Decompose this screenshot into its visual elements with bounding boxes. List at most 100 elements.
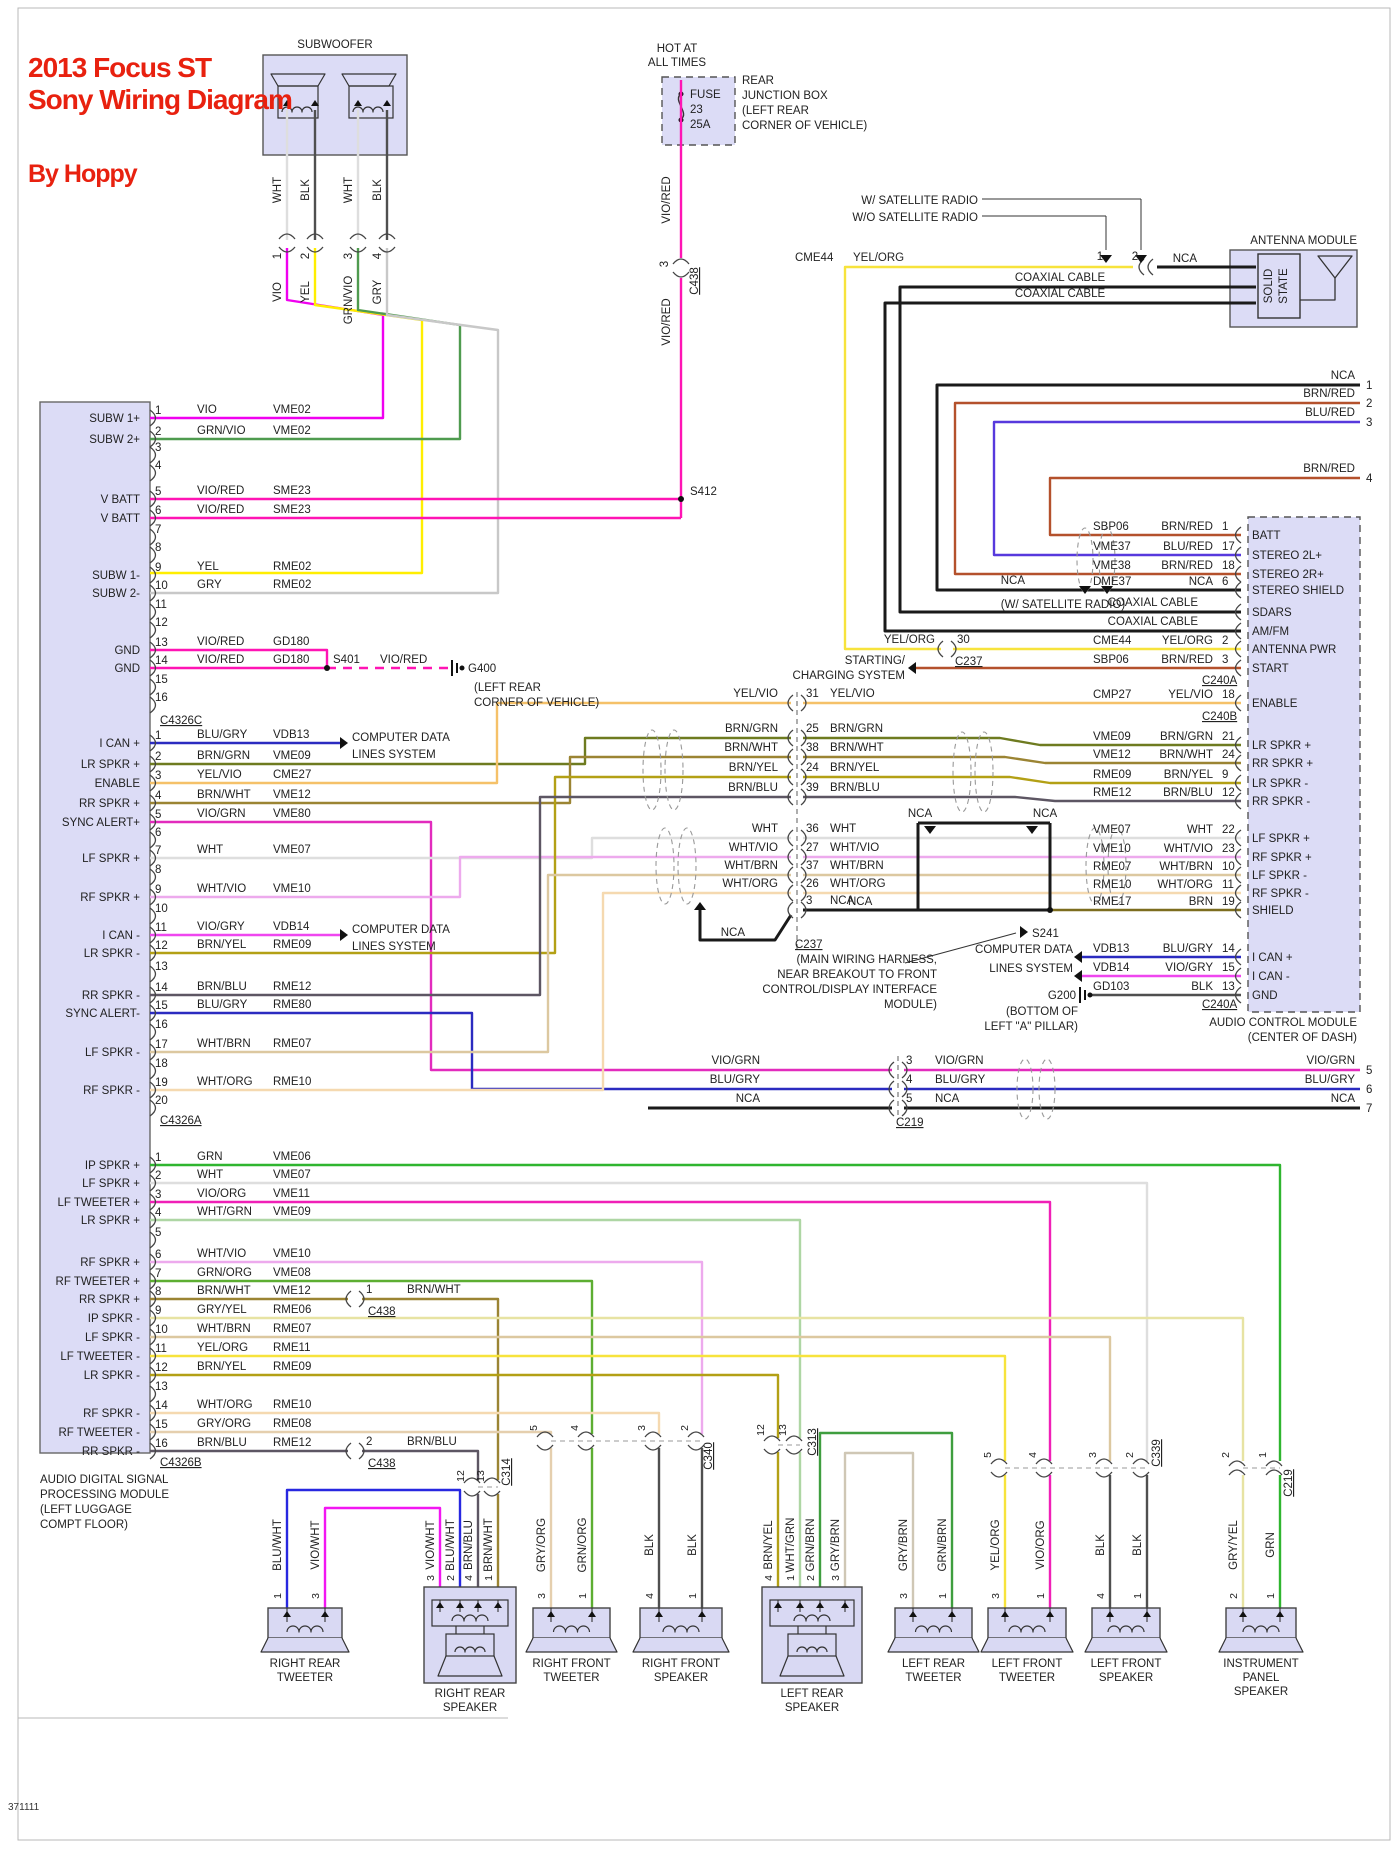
pin-arc	[1234, 694, 1242, 712]
wire-BRN-YEL	[803, 775, 1241, 785]
pin-arc	[149, 813, 157, 831]
signal-label: LF SPKR -	[85, 1332, 140, 1344]
wire-WHT	[150, 1181, 1149, 1461]
pin-arc	[1234, 967, 1242, 985]
solid-state-box	[1257, 253, 1301, 319]
connector-arc	[888, 1099, 895, 1117]
pin-number: 2	[445, 1575, 457, 1581]
signal-label: RF SPKR -	[83, 1085, 140, 1097]
note-label: NCA	[1331, 1093, 1356, 1105]
pin-number: 4	[155, 1207, 162, 1219]
pin-number: 36	[806, 823, 819, 835]
pin-arc	[149, 584, 157, 602]
module-caption: COMPT FLOOR)	[40, 1519, 128, 1531]
pin-arc	[1234, 986, 1242, 1004]
connector-label: C240A	[1202, 675, 1237, 687]
circuit-label: VME37	[1093, 541, 1131, 553]
coil	[451, 1614, 489, 1622]
wire-color-label: WHT/ORG	[830, 878, 886, 890]
pin-number: 17	[1222, 541, 1235, 553]
connector-arc	[672, 271, 690, 278]
signal-label: LR SPKR +	[81, 759, 140, 771]
pin-arc	[1234, 659, 1242, 677]
circuit-label: CME44	[1093, 635, 1132, 647]
pin-number: 19	[155, 1077, 168, 1089]
connector-arc	[358, 1290, 365, 1308]
note-label: VIO/RED	[661, 298, 673, 345]
pin-number: 9	[155, 1305, 161, 1317]
wire-color-label: BLU/GRY	[197, 729, 248, 741]
connector-arc	[787, 729, 794, 747]
connector-arc	[1228, 1469, 1246, 1476]
speaker-label: SPEAKER	[443, 1702, 497, 1714]
wire-color-label: GRY/ORG	[536, 1518, 548, 1572]
connector-label: C339	[1151, 1439, 1163, 1467]
pin-number: 1	[937, 1593, 949, 1599]
pin-arc	[149, 1404, 157, 1422]
connector-arc	[763, 1448, 781, 1455]
pin-number: 6	[155, 1249, 161, 1261]
pin-arc	[1234, 829, 1242, 847]
wire-NCA	[935, 383, 1360, 592]
wire-color-label: BRN/WHT	[197, 789, 251, 801]
note-label: VIO/RED	[661, 176, 673, 223]
pin-number: 1	[1035, 1593, 1047, 1599]
page-byline: By Hoppy	[28, 160, 138, 189]
pin-number: 4	[1027, 1452, 1039, 1458]
signal-label: LR SPKR +	[81, 1215, 140, 1227]
pin-arc	[149, 965, 157, 983]
signal-label: LR SPKR -	[1252, 778, 1308, 790]
wire-color-label: BLU/GRY	[197, 999, 248, 1011]
wire-color-label: BRN/BLU	[1163, 787, 1213, 799]
pin-number: 9	[155, 562, 161, 574]
page-title-line2: Sony Wiring Diagram	[28, 84, 293, 116]
circuit-label: VME09	[273, 1206, 311, 1218]
circuit-label: DME37	[1093, 576, 1131, 588]
note-label: SOLID	[1263, 269, 1275, 304]
wire-color-label: YEL/VIO	[830, 688, 875, 700]
note-label: C219	[896, 1117, 924, 1129]
pin-number: 15	[155, 1419, 168, 1431]
arrowhead	[774, 1602, 782, 1608]
circuit-label: RME11	[273, 1342, 311, 1354]
wire-color-label: VIO/RED	[197, 654, 244, 666]
wire-color-label: BLU/RED	[1305, 407, 1355, 419]
wire-color-label: BRN/WHT	[830, 742, 884, 754]
wire-BRN-YEL	[150, 1373, 780, 1438]
pin-number: 18	[155, 1058, 168, 1070]
connector-arc	[278, 246, 296, 253]
wire-NCA	[698, 908, 793, 942]
circuit-label: SBP06	[1093, 654, 1129, 666]
wire-BRN-GRN	[803, 736, 1241, 747]
circuit-label: SME23	[273, 504, 311, 516]
pin-number: 6	[155, 505, 161, 517]
connector-arc	[785, 1448, 803, 1455]
pin-arc	[149, 566, 157, 584]
speaker-label: RIGHT REAR	[435, 1688, 506, 1700]
pin-number: 1	[155, 1152, 161, 1164]
wire-color-label: BRN/WHT	[197, 1285, 251, 1297]
wire-GRN	[150, 1163, 1282, 1461]
circuit-label: VME11	[273, 1188, 310, 1200]
rear-junction-box	[661, 76, 736, 146]
arrowhead	[1135, 255, 1147, 263]
connector-arc	[644, 1431, 662, 1438]
speaker-label: SPEAKER	[1234, 1686, 1288, 1698]
note-label: 5	[906, 1093, 912, 1105]
audio-control-module-box	[1247, 516, 1361, 1013]
pin-arc	[149, 446, 157, 464]
wire-color-label: BRN/RED	[1303, 463, 1355, 475]
pin-arc	[149, 1099, 157, 1117]
pin-number: 12	[755, 1424, 767, 1436]
pin-number: 1	[272, 1593, 284, 1599]
wire-color-label: VIO/GRY	[1165, 962, 1213, 974]
connector-arc	[1095, 1458, 1113, 1465]
speaker-label: LEFT FRONT	[992, 1658, 1063, 1670]
circuit-label: SBP06	[1093, 521, 1129, 533]
note-label: STARTING/	[845, 655, 906, 667]
wire-color-label: BLU/WHT	[272, 1519, 284, 1571]
connector-arc	[787, 866, 794, 884]
wire-color-label: WHT/VIO	[830, 842, 879, 854]
connector-arc	[345, 1442, 352, 1460]
